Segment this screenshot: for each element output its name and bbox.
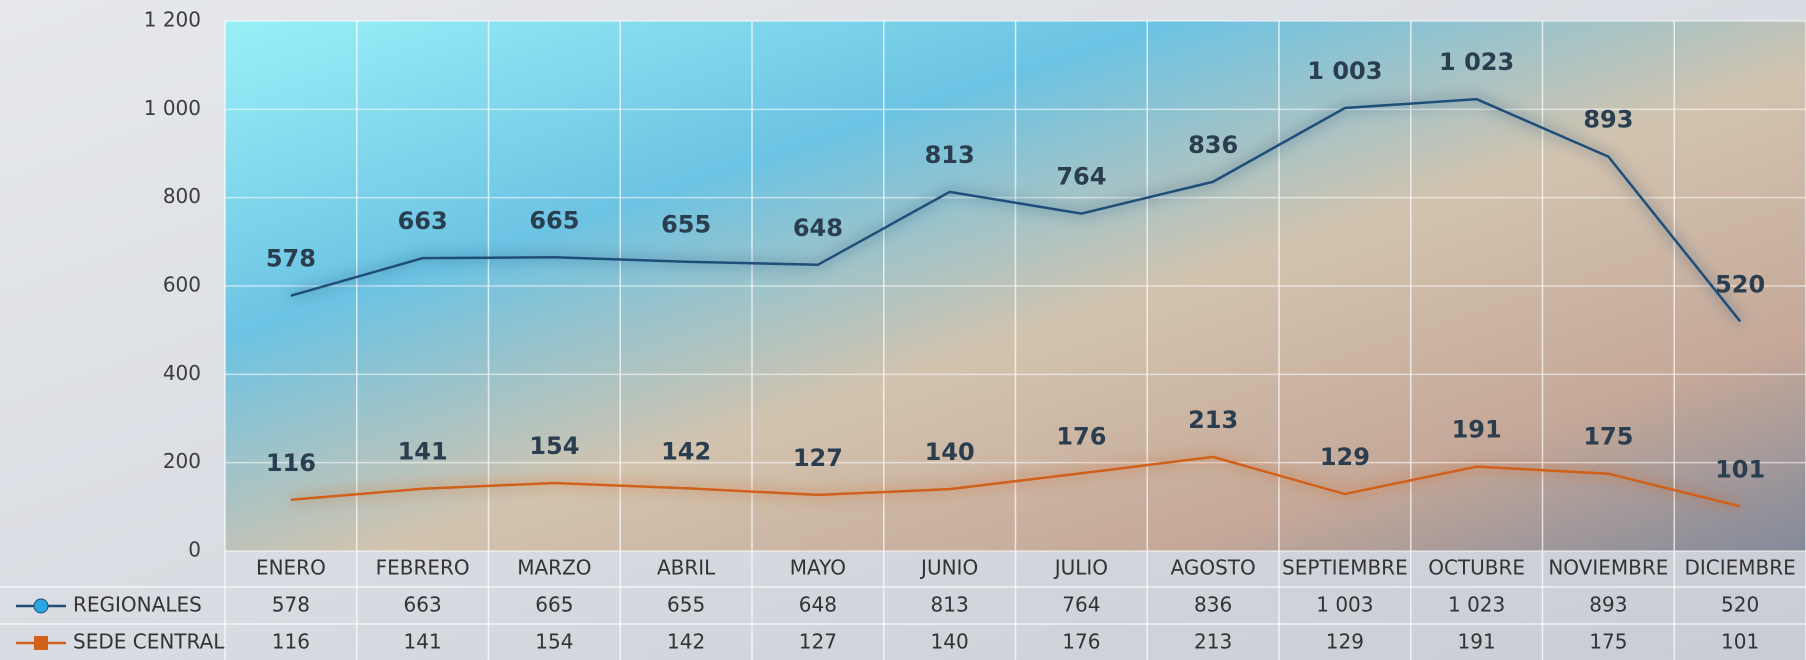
data-label: 648 [793,214,843,242]
data-label: 129 [1320,443,1370,471]
table-cell: 141 [404,630,442,654]
data-label: 655 [661,211,711,239]
x-tick-label: JUNIO [919,556,978,580]
legend-marker [34,636,48,650]
data-label: 127 [793,444,843,472]
table-cell: 813 [931,593,969,617]
y-tick-label: 400 [163,361,201,385]
table-cell: 578 [272,593,310,617]
table-cell: 129 [1326,630,1364,654]
x-tick-label: OCTUBRE [1428,556,1525,580]
data-label: 175 [1583,423,1633,451]
x-tick-label: FEBRERO [376,556,470,580]
table-cell: 176 [1062,630,1100,654]
table-cell: 836 [1194,593,1232,617]
table-cell: 663 [404,593,442,617]
data-label: 191 [1452,416,1502,444]
data-label: 1 003 [1307,57,1382,85]
data-label: 578 [266,245,316,273]
data-label: 893 [1583,106,1633,134]
table-cell: 127 [799,630,837,654]
data-label: 101 [1715,455,1765,483]
y-tick-label: 800 [163,184,201,208]
x-tick-label: AGOSTO [1171,556,1256,580]
data-label: 142 [661,437,711,465]
table-cell: 101 [1721,630,1759,654]
series-line [290,97,1742,323]
table-cell: 764 [1062,593,1100,617]
data-label: 154 [529,432,579,460]
x-tick-label: MAYO [790,556,846,580]
legend-label: REGIONALES [73,593,202,617]
data-label: 213 [1188,406,1238,434]
x-tick-label: ENERO [256,556,326,580]
table-cell: 648 [799,593,837,617]
data-label: 141 [398,438,448,466]
table-cell: 520 [1721,593,1759,617]
data-label: 520 [1715,270,1765,298]
legend-label: SEDE CENTRAL [73,630,225,654]
table-cell: 191 [1458,630,1496,654]
series-line [290,455,1741,508]
table-cell: 1 003 [1316,593,1373,617]
data-label: 836 [1188,131,1238,159]
x-tick-label: NOVIEMBRE [1548,556,1668,580]
data-label: 813 [925,141,975,169]
x-tick-label: DICIEMBRE [1684,556,1795,580]
data-label: 764 [1056,163,1106,191]
table-cell: 175 [1589,630,1627,654]
x-tick-label: ABRIL [657,556,716,580]
y-tick-label: 1 000 [144,96,201,120]
y-tick-label: 1 200 [144,8,201,32]
data-label: 176 [1056,422,1106,450]
legend-marker [33,598,49,614]
table-cell: 893 [1589,593,1627,617]
y-tick-label: 0 [188,538,201,562]
x-tick-label: SEPTIEMBRE [1282,556,1408,580]
table-cell: 665 [535,593,573,617]
x-tick-label: MARZO [517,556,591,580]
table-cell: 116 [272,630,310,654]
table-cell: 154 [535,630,573,654]
table-cell: 213 [1194,630,1232,654]
table-cell: 1 023 [1448,593,1505,617]
data-label: 116 [266,449,316,477]
data-label: 1 023 [1439,48,1514,76]
y-tick-label: 200 [163,449,201,473]
data-label: 140 [925,438,975,466]
table-cell: 142 [667,630,705,654]
table-cell: 655 [667,593,705,617]
table-cell: 140 [931,630,969,654]
x-tick-label: JULIO [1053,556,1108,580]
y-tick-label: 600 [163,273,201,297]
data-label: 665 [529,206,579,234]
data-label: 663 [398,207,448,235]
